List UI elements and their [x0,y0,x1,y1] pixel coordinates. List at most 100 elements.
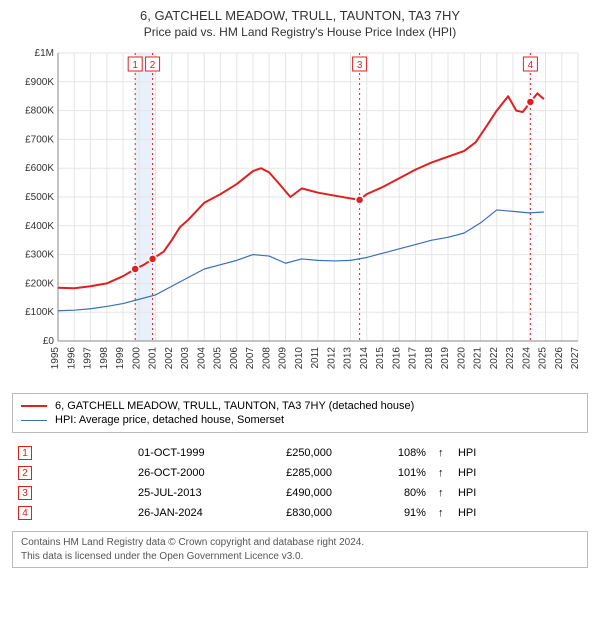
sale-point [356,196,364,204]
cell-hpi: HPI [452,483,592,503]
cell-pct: 91% [362,503,432,523]
table-row: 101-OCT-1999£250,000108%↑HPI [12,443,592,463]
legend-label: HPI: Average price, detached house, Some… [55,414,284,426]
chart: £0 £100K £200K £300K £400K £500K £600K £700K £80… [10,45,590,385]
root: 6, GATCHELL MEADOW, TRULL, TAUNTON, TA3 … [0,0,600,578]
legend-swatch [21,420,47,421]
cell-pct: 101% [362,463,432,483]
legend-row: HPI: Average price, detached house, Some… [21,414,579,426]
cell-date: 26-JAN-2024 [132,503,262,523]
sale-marker: 2 [18,466,32,480]
x-tick-label: 2013 [343,347,354,370]
legend-row: 6, GATCHELL MEADOW, TRULL, TAUNTON, TA3 … [21,400,579,412]
cell-marker: 4 [12,503,132,523]
x-tick-label: 2016 [391,347,402,370]
x-tick-label: 2018 [424,347,435,370]
sale-marker: 4 [18,506,32,520]
cell-hpi: HPI [452,503,592,523]
cell-price: £490,000 [262,483,362,503]
title-block: 6, GATCHELL MEADOW, TRULL, TAUNTON, TA3 … [10,8,590,39]
cell-marker: 2 [12,463,132,483]
arrow-up-icon: ↑ [432,443,452,463]
y-tick-label: £200K [25,278,54,289]
arrow-up-icon: ↑ [432,463,452,483]
cell-pct: 80% [362,483,432,503]
cell-marker: 1 [12,443,132,463]
cell-marker: 3 [12,483,132,503]
y-tick-label: £0 [43,336,55,347]
x-tick-label: 1997 [83,347,94,370]
sale-point [526,98,534,106]
sale-point [131,265,139,273]
x-tick-label: 2010 [294,347,305,370]
cell-date: 25-JUL-2013 [132,483,262,503]
chart-subtitle: Price paid vs. HM Land Registry's House … [10,25,590,39]
x-tick-label: 2003 [180,347,191,370]
x-tick-label: 2021 [473,347,484,370]
x-tick-label: 2020 [456,347,467,370]
y-tick-label: £1M [35,48,54,59]
x-tick-label: 1996 [66,347,77,370]
arrow-up-icon: ↑ [432,483,452,503]
chart-svg: £0 £100K £200K £300K £400K £500K £600K £700K £80… [10,45,590,385]
sales-table: 101-OCT-1999£250,000108%↑HPI226-OCT-2000… [12,443,592,523]
table-row: 3 25-JUL-2013£490,00080%↑HPI [12,483,592,503]
x-tick-label: 2004 [196,347,207,370]
x-tick-label: 2027 [570,347,581,370]
cell-hpi: HPI [452,463,592,483]
x-tick-label: 2006 [229,347,240,370]
event-marker-label: 3 [357,60,363,71]
x-tick-label: 2015 [375,347,386,370]
x-tick-label: 2023 [505,347,516,370]
x-tick-label: 2008 [261,347,272,370]
cell-date: 26-OCT-2000 [132,463,262,483]
x-tick-label: 2002 [164,347,175,370]
y-tick-label: £500K [25,192,54,203]
chart-title: 6, GATCHELL MEADOW, TRULL, TAUNTON, TA3 … [10,8,590,23]
legend: 6, GATCHELL MEADOW, TRULL, TAUNTON, TA3 … [12,393,588,433]
y-tick-label: £400K [25,221,54,232]
legend-swatch [21,405,47,407]
sale-point [149,255,157,263]
arrow-up-icon: ↑ [432,503,452,523]
legend-label: 6, GATCHELL MEADOW, TRULL, TAUNTON, TA3 … [55,400,414,412]
x-tick-label: 2005 [213,347,224,370]
event-marker-label: 2 [150,60,156,71]
x-tick-label: 2001 [148,347,159,370]
cell-hpi: HPI [452,443,592,463]
footer: Contains HM Land Registry data © Crown c… [12,531,588,568]
footer-line-2: This data is licensed under the Open Gov… [21,550,579,564]
y-tick-label: £600K [25,163,54,174]
y-tick-label: £700K [25,134,54,145]
x-tick-label: 2024 [521,347,532,370]
x-tick-label: 1999 [115,347,126,370]
x-tick-label: 2011 [310,347,321,369]
x-tick-label: 2014 [359,347,370,370]
x-tick-label: 2022 [489,347,500,370]
sale-marker: 3 [18,486,32,500]
x-tick-label: 2026 [554,347,565,370]
x-tick-label: 2007 [245,347,256,370]
cell-price: £250,000 [262,443,362,463]
y-tick-label: £100K [25,307,54,318]
x-tick-label: 2009 [278,347,289,370]
cell-price: £285,000 [262,463,362,483]
y-tick-label: £300K [25,250,54,261]
x-tick-label: 2012 [326,347,337,370]
x-tick-label: 2025 [538,347,549,370]
event-marker-label: 4 [528,60,534,71]
x-tick-label: 1995 [50,347,61,370]
x-tick-label: 1998 [99,347,110,370]
cell-date: 01-OCT-1999 [132,443,262,463]
footer-line-1: Contains HM Land Registry data © Crown c… [21,536,579,550]
table-row: 4 26-JAN-2024£830,00091%↑HPI [12,503,592,523]
x-tick-label: 2000 [131,347,142,370]
event-marker-label: 1 [132,60,138,71]
cell-price: £830,000 [262,503,362,523]
x-tick-label: 2019 [440,347,451,370]
sale-marker: 1 [18,446,32,460]
x-tick-label: 2017 [408,347,419,370]
table-row: 2 26-OCT-2000£285,000101%↑HPI [12,463,592,483]
y-tick-label: £800K [25,106,54,117]
y-tick-label: £900K [25,77,54,88]
